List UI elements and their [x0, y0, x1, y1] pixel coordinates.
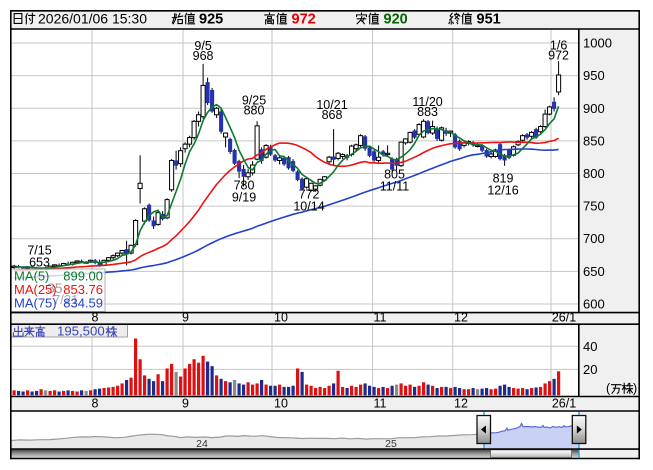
svg-text:11/20: 11/20: [412, 95, 442, 109]
svg-text:800: 800: [583, 166, 605, 181]
svg-text:868: 868: [322, 108, 343, 122]
svg-text:25: 25: [385, 438, 397, 450]
svg-text:26/1: 26/1: [552, 397, 576, 411]
svg-text:951: 951: [477, 12, 501, 28]
svg-text:750: 750: [583, 199, 605, 214]
svg-text:MA(5): MA(5): [14, 269, 49, 284]
svg-text:772: 772: [299, 188, 320, 202]
svg-text:900: 900: [583, 101, 605, 116]
svg-text:8: 8: [92, 310, 99, 324]
svg-text:819: 819: [493, 172, 514, 186]
svg-text:20: 20: [583, 362, 597, 377]
svg-text:8: 8: [92, 397, 99, 411]
svg-text:12: 12: [454, 397, 468, 411]
svg-text:12/16: 12/16: [487, 184, 518, 198]
svg-text:11/11: 11/11: [380, 180, 409, 194]
svg-text:11: 11: [374, 310, 387, 324]
svg-text:883: 883: [417, 105, 438, 119]
svg-text:968: 968: [193, 49, 214, 63]
svg-text:10: 10: [274, 397, 288, 411]
svg-text:24: 24: [196, 438, 208, 450]
svg-text:650: 650: [583, 264, 605, 279]
svg-text:11: 11: [374, 397, 387, 411]
svg-text:): ): [633, 382, 637, 396]
svg-text:10/21: 10/21: [316, 98, 347, 112]
svg-text:40: 40: [583, 339, 597, 354]
svg-text:(: (: [606, 382, 611, 396]
svg-text:9: 9: [182, 310, 189, 324]
svg-text:972: 972: [292, 12, 316, 28]
svg-text:853.76: 853.76: [63, 282, 103, 297]
svg-text:26/1: 26/1: [552, 310, 576, 324]
svg-text:850: 850: [583, 133, 605, 148]
svg-text:9/19: 9/19: [232, 191, 256, 205]
svg-text:9/5: 9/5: [194, 39, 211, 53]
svg-text:35: 35: [47, 280, 63, 296]
svg-text:9/25: 9/25: [242, 93, 266, 107]
svg-text:9: 9: [182, 397, 189, 411]
svg-text:653: 653: [29, 256, 50, 270]
svg-text:MA(75): MA(75): [14, 296, 57, 311]
svg-text:899.00: 899.00: [63, 269, 103, 284]
svg-text:195,500: 195,500: [57, 324, 105, 339]
svg-text:MA(25): MA(25): [14, 282, 57, 297]
svg-text:7/15: 7/15: [27, 244, 51, 258]
svg-text:972: 972: [548, 49, 569, 63]
svg-text:925: 925: [199, 12, 223, 28]
svg-text:10: 10: [274, 310, 288, 324]
svg-text:600: 600: [583, 297, 605, 312]
svg-text:880: 880: [244, 104, 265, 118]
svg-text:1/6: 1/6: [550, 38, 567, 52]
svg-text:780: 780: [234, 179, 255, 193]
svg-text:7/21: 7/21: [53, 292, 78, 307]
svg-text:950: 950: [583, 68, 605, 83]
svg-text:12: 12: [454, 310, 468, 324]
svg-text:1000: 1000: [583, 36, 612, 51]
svg-text:10/14: 10/14: [293, 200, 324, 214]
svg-text:920: 920: [384, 12, 408, 28]
svg-text:834.59: 834.59: [63, 296, 103, 311]
svg-text:805: 805: [384, 168, 405, 182]
svg-text:2026/01/06 15:30: 2026/01/06 15:30: [38, 11, 147, 27]
svg-text:700: 700: [583, 231, 605, 246]
